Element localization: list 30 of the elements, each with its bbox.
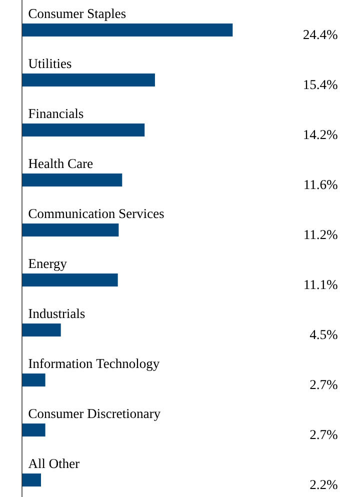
y-tick-label: Information Technology [28, 358, 160, 371]
data-label: 24.4% [304, 30, 338, 40]
bar [22, 224, 119, 236]
y-tick-label: Consumer Staples [28, 8, 126, 21]
data-label: 15.4% [304, 80, 338, 90]
data-label: 2.2% [310, 480, 338, 490]
y-tick-label: All Other [28, 458, 80, 468]
bar [22, 324, 61, 337]
bar [22, 474, 41, 487]
y-tick-label: Financials [28, 108, 84, 118]
bar [22, 174, 122, 186]
data-label: 4.5% [310, 330, 338, 340]
y-tick-label: Communication Services [28, 209, 164, 218]
data-label: 14.2% [304, 130, 338, 140]
bar [22, 74, 155, 86]
data-label: 2.7% [310, 380, 338, 390]
y-tick-label: Consumer Discretionary [28, 409, 161, 421]
bar [22, 24, 233, 36]
bar [22, 124, 145, 136]
data-label: 11.6% [304, 180, 338, 190]
y-tick-label: Utilities [28, 58, 72, 68]
data-label: 2.7% [310, 430, 338, 440]
y-tick-label: Energy [28, 259, 67, 271]
y-tick-label: Health Care [28, 158, 93, 168]
y-tick-label: Industrials [28, 308, 85, 318]
bar [22, 374, 46, 387]
bar [22, 274, 118, 287]
bar [22, 424, 46, 437]
data-label: 11.1% [304, 280, 338, 290]
data-label: 11.2% [304, 230, 338, 240]
